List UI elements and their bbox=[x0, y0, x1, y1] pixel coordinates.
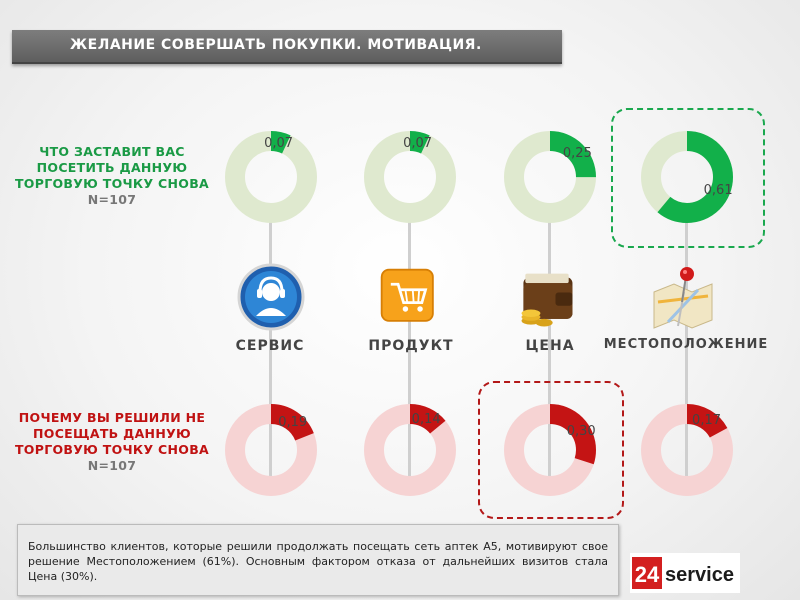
wallet-coins-icon bbox=[512, 268, 582, 338]
data-label-service: 0,07 bbox=[264, 135, 294, 151]
donut-negative-location: 0,17 bbox=[637, 400, 737, 500]
logo-text: service bbox=[665, 564, 734, 586]
highlight-box-negative bbox=[478, 381, 624, 519]
connector-line-service bbox=[269, 220, 272, 490]
donut-negative-price: 0,30 bbox=[500, 400, 600, 500]
map-pin-icon bbox=[648, 262, 718, 332]
connector-line-location bbox=[685, 220, 688, 490]
page-title: ЖЕЛАНИЕ СОВЕРШАТЬ ПОКУПКИ. МОТИВАЦИЯ. bbox=[70, 37, 482, 53]
donut-negative-product: 0,14 bbox=[360, 400, 460, 500]
donut-slice-price bbox=[504, 404, 596, 496]
donut-slice-service bbox=[225, 404, 317, 496]
connector-line-product bbox=[408, 220, 411, 490]
question-positive-text: ЧТО ЗАСТАВИТ ВАС ПОСЕТИТЬ ДАННУЮ ТОРГОВУ… bbox=[14, 144, 210, 191]
data-label-location: 0,61 bbox=[703, 183, 733, 199]
donut-positive-price: 0,25 bbox=[500, 127, 600, 227]
question-positive-n: N=107 bbox=[87, 192, 137, 207]
donut-slice-product bbox=[364, 131, 456, 223]
question-positive: ЧТО ЗАСТАВИТ ВАС ПОСЕТИТЬ ДАННУЮ ТОРГОВУ… bbox=[12, 144, 212, 208]
summary-text: Большинство клиентов, которые решили про… bbox=[28, 540, 608, 583]
summary-box: Большинство клиентов, которые решили про… bbox=[17, 524, 619, 596]
donut-positive-location: 0,61 bbox=[637, 127, 737, 227]
donut-slice-location bbox=[641, 404, 733, 496]
donut-slice-product bbox=[364, 404, 456, 496]
question-negative-n: N=107 bbox=[87, 458, 137, 473]
donut-positive-service: 0,07 bbox=[221, 127, 321, 227]
donut-svg bbox=[504, 131, 596, 223]
data-label-price: 0,30 bbox=[566, 423, 596, 439]
donut-svg bbox=[364, 131, 456, 223]
connector-line-price bbox=[548, 220, 551, 490]
donut-slice-service bbox=[225, 131, 317, 223]
category-label-service: СЕРВИС bbox=[235, 338, 305, 354]
donut-slice-price bbox=[504, 131, 596, 223]
category-label-product: ПРОДУКТ bbox=[368, 338, 454, 354]
donut-svg bbox=[364, 404, 456, 496]
brand-logo: 24 service bbox=[630, 553, 740, 593]
data-label-product: 0,14 bbox=[411, 411, 441, 427]
category-label-location: МЕСТОПОЛОЖЕНИЕ bbox=[603, 337, 769, 352]
donut-positive-product: 0,07 bbox=[360, 127, 460, 227]
donut-slice-location bbox=[641, 131, 733, 223]
donut-negative-service: 0,19 bbox=[221, 400, 321, 500]
data-label-price: 0,25 bbox=[562, 146, 592, 162]
support-headset-icon bbox=[236, 262, 306, 332]
data-label-product: 0,07 bbox=[403, 135, 433, 151]
data-label-location: 0,17 bbox=[692, 413, 721, 429]
question-negative-text: ПОЧЕМУ ВЫ РЕШИЛИ НЕ ПОСЕЩАТЬ ДАННУЮ ТОРГ… bbox=[14, 410, 210, 457]
data-label-service: 0,19 bbox=[278, 414, 308, 430]
donut-track bbox=[364, 131, 456, 223]
shopping-cart-icon bbox=[378, 266, 448, 336]
category-label-price: ЦЕНА bbox=[525, 338, 575, 354]
title-bar: ЖЕЛАНИЕ СОВЕРШАТЬ ПОКУПКИ. МОТИВАЦИЯ. bbox=[12, 30, 562, 64]
donut-svg bbox=[641, 404, 733, 496]
donut-svg bbox=[504, 404, 596, 496]
donut-svg bbox=[225, 404, 317, 496]
donut-track bbox=[225, 131, 317, 223]
question-negative: ПОЧЕМУ ВЫ РЕШИЛИ НЕ ПОСЕЩАТЬ ДАННУЮ ТОРГ… bbox=[8, 410, 216, 474]
logo-number: 24 bbox=[635, 562, 660, 587]
highlight-box-positive bbox=[611, 108, 765, 248]
donut-svg bbox=[641, 131, 733, 223]
donut-svg bbox=[225, 131, 317, 223]
